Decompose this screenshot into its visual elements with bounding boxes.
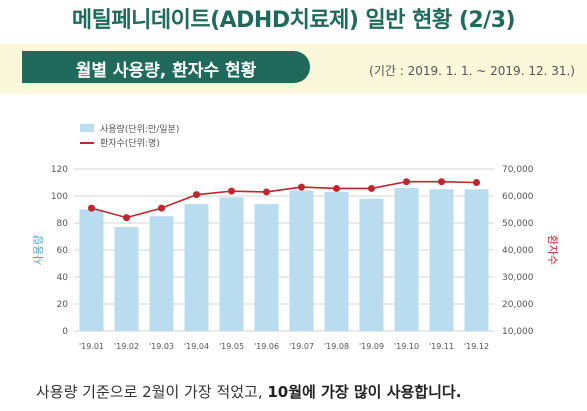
x-tick-label: '19.10 [394,342,419,351]
caption-bold: 10월에 가장 많이 사용합니다. [267,383,462,401]
bar [429,189,454,331]
line-point [123,214,130,222]
line-point [263,188,270,196]
y2-tick-label: 40,000 [502,246,534,256]
line-point [473,179,480,186]
y-tick-label: 120 [51,165,68,175]
section-tag: 월별 사용량, 환자수 현황 [22,51,310,83]
line-point [158,204,165,212]
bar [114,227,139,331]
period-text: (기간 : 2019. 1. 1. ~ 2019. 12. 31.) [369,64,575,78]
line-point [298,183,305,191]
x-tick-label: '19.11 [429,342,454,351]
y2-tick-label: 20,000 [502,300,534,310]
y2-tick-label: 70,000 [502,165,534,175]
x-tick-label: '19.07 [289,342,314,351]
line-point [368,184,375,192]
x-tick-label: '19.06 [254,342,279,351]
y2-axis-title: 환자수 [546,235,559,265]
combo-chart: 0 20 40 60 80 100 120 10,000 20,000 30,000 40,000 5… [32,123,559,351]
line-point [228,187,235,195]
y-tick-label: 20 [57,300,69,310]
caption: 사용량 기준으로 2월이 가장 적었고, 10월에 가장 많이 사용합니다. [36,381,461,402]
x-tick-label: '19.02 [114,342,139,351]
bar [149,216,174,331]
page-title: 메틸페니데이트(ADHD치료제) 일반 현황 (2/3) [71,8,516,33]
x-tick-label: '19.08 [324,342,349,351]
bar [254,204,279,331]
bar [184,204,209,331]
bar [359,198,384,331]
y-tick-label: 40 [57,273,69,283]
line-series [91,180,477,219]
y-tick-label: 0 [62,327,68,337]
line-point [438,178,445,186]
y2-tick-label: 60,000 [502,192,534,202]
x-tick-label: '19.03 [149,342,174,351]
bar [289,190,314,331]
line-point [193,191,200,199]
y2-tick-label: 10,000 [502,327,534,337]
bar [324,191,349,331]
caption-normal: 사용량 기준으로 2월이 가장 적었고, [36,383,268,401]
y2-tick-label: 50,000 [502,219,534,229]
line-point [88,204,95,212]
line-point [403,178,410,186]
y2-tick-label: 30,000 [502,273,534,283]
bar [79,209,104,331]
y-tick-label: 60 [57,246,69,256]
x-tick-label: '19.05 [219,342,244,351]
x-tick-label: '19.12 [464,342,489,351]
bar [219,197,244,331]
x-tick-label: '19.04 [184,342,209,351]
legend-label-bar: 사용량(단위:만/일분) [100,123,179,135]
y-tick-label: 80 [57,219,69,229]
x-tick-label: '19.09 [359,342,384,351]
legend-label-line: 환자수(단위:명) [100,137,160,149]
y-axis-title: 사용량 [32,235,45,265]
legend-swatch-bar [80,124,94,132]
bar [394,187,419,331]
line-point [333,184,340,192]
bar [464,189,489,331]
section-label: 월별 사용량, 환자수 현황 [75,61,257,81]
x-tick-label: '19.01 [79,342,104,351]
y-tick-label: 100 [51,192,68,202]
